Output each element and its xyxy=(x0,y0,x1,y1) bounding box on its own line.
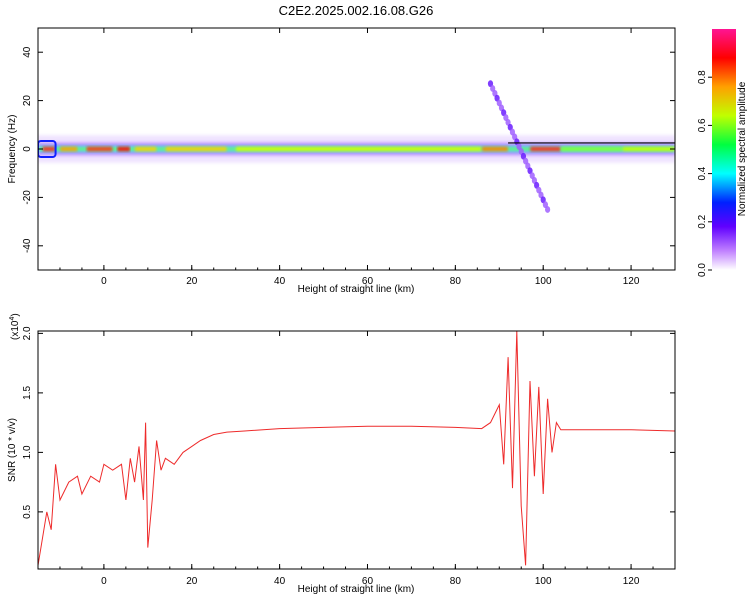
spectrogram-panel: 0 20 40 60 80 100 120 -40 -20 0 20 40 Height of st… xyxy=(7,27,676,295)
snr-x-tick-label: 20 xyxy=(186,576,198,587)
spectrogram-core-segment xyxy=(622,147,675,151)
spectrogram-y-tick-label: -20 xyxy=(22,190,33,205)
spectrogram-y-label: Frequency (Hz) xyxy=(7,115,18,184)
colorbar-gradient xyxy=(712,29,736,270)
spectrogram-x-tick-label: 20 xyxy=(186,276,198,287)
snr-y-multiplier-exp: 4 xyxy=(9,317,16,321)
snr-plot-area xyxy=(38,331,675,569)
snr-y-multiplier-close: ) xyxy=(10,313,21,316)
spectrogram-x-tick-label: 40 xyxy=(274,276,286,287)
colorbar-tick-label: 0.8 xyxy=(697,70,708,84)
snr-y-tick-label: 0.5 xyxy=(22,504,33,518)
spectrogram-core-segment xyxy=(86,147,113,151)
spectrogram-marks xyxy=(38,80,675,213)
snr-x-tick-label: 120 xyxy=(623,576,640,587)
colorbar-tick-label: 0.2 xyxy=(697,214,708,228)
snr-x-tick-label: 0 xyxy=(101,576,107,587)
spectrogram-y-tick-label: -40 xyxy=(22,238,33,253)
figure-title: C2E2.2025.002.16.08.G26 xyxy=(279,3,434,18)
spectrogram-y-ticks: -40 -20 0 20 40 xyxy=(22,46,675,253)
spectrogram-core-segment xyxy=(530,147,561,151)
snr-panel: 0 20 40 60 80 100 120 0.5 1.0 1.5 2.0 Height of s… xyxy=(7,313,676,595)
snr-x-tick-label: 100 xyxy=(535,576,552,587)
snr-frame xyxy=(37,330,676,570)
snr-y-tick-label: 2.0 xyxy=(22,326,33,340)
spectrogram-x-tick-label: 60 xyxy=(362,276,374,287)
spectrogram-y-tick-label: 40 xyxy=(22,46,33,58)
snr-x-ticks: 0 20 40 60 80 100 120 xyxy=(37,331,676,587)
snr-y-multiplier-base: (x10 xyxy=(10,320,21,340)
spectrogram-core-segment xyxy=(165,147,227,151)
spectrogram-left-blob xyxy=(38,140,57,158)
spectrogram-core-segment xyxy=(481,147,509,151)
spectrogram-core-segment xyxy=(117,147,131,151)
snr-x-tick-label: 40 xyxy=(274,576,286,587)
colorbar-tick-label: 0.0 xyxy=(697,263,708,277)
colorbar-ticks: 0.0 0.2 0.4 0.6 0.8 xyxy=(697,70,712,277)
snr-y-tick-label: 1.5 xyxy=(22,385,33,399)
spectrogram-y-tick-label: 20 xyxy=(22,95,33,107)
colorbar-tick-label: 0.6 xyxy=(697,118,708,132)
snr-x-tick-label: 60 xyxy=(362,576,374,587)
spectrogram-streak-point xyxy=(545,206,551,213)
colorbar-label: Normalized spectral amplitude xyxy=(737,81,748,216)
snr-y-label: SNR (10 * v/v) xyxy=(7,418,18,482)
spectrogram-x-tick-label: 80 xyxy=(450,276,462,287)
spectrogram-x-label: Height of straight line (km) xyxy=(298,284,415,295)
colorbar-tick-label: 0.4 xyxy=(697,166,708,180)
spectrogram-x-tick-label: 0 xyxy=(101,276,107,287)
snr-y-tick-label: 1.0 xyxy=(22,445,33,459)
spectrogram-core-segment xyxy=(42,147,56,151)
snr-y-ticks: 0.5 1.0 1.5 2.0 xyxy=(22,326,675,519)
snr-x-label: Height of straight line (km) xyxy=(298,584,415,595)
spectrogram-x-ticks: 0 20 40 60 80 100 120 xyxy=(37,28,676,287)
snr-y-multiplier: (x104) xyxy=(9,313,21,340)
snr-series-line xyxy=(38,331,675,566)
spectrogram-y-tick-label: 0 xyxy=(22,146,33,152)
colorbar: 0.0 0.2 0.4 0.6 0.8 Normalized spectral ampl… xyxy=(697,29,748,277)
spectrogram-core-segment xyxy=(560,147,623,151)
spectrogram-core-segment xyxy=(134,147,157,151)
snr-marks xyxy=(38,331,675,566)
spectrogram-x-tick-label: 100 xyxy=(535,276,552,287)
spectrogram-core-segment xyxy=(235,147,482,151)
snr-x-tick-label: 80 xyxy=(450,576,462,587)
spectrogram-core-segment xyxy=(59,147,78,151)
spectrogram-x-tick-label: 120 xyxy=(623,276,640,287)
